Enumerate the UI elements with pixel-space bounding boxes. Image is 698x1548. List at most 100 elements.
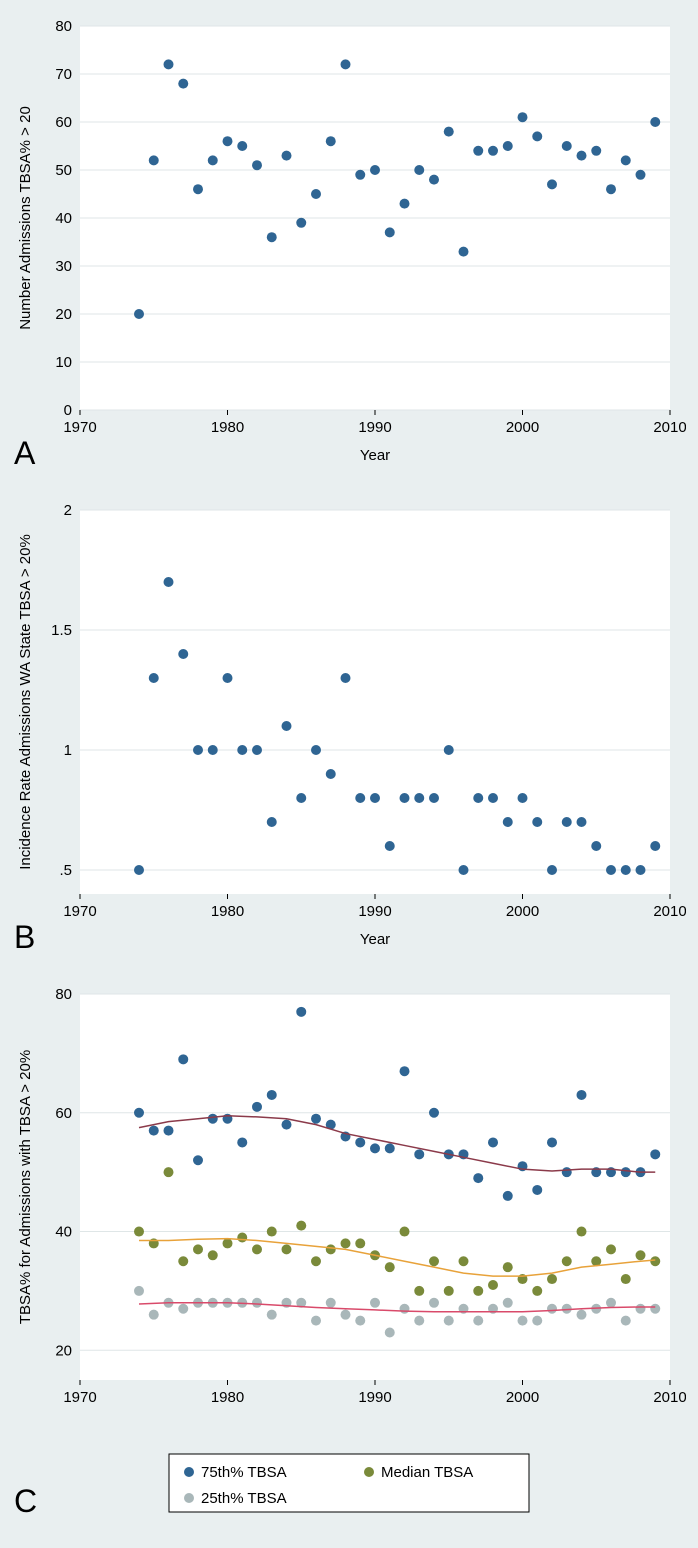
svg-text:40: 40 bbox=[55, 210, 72, 227]
data-point bbox=[326, 769, 336, 779]
data-point bbox=[252, 160, 262, 170]
data-point bbox=[252, 745, 262, 755]
data-point bbox=[193, 745, 203, 755]
data-point bbox=[650, 1149, 660, 1159]
svg-text:80: 80 bbox=[55, 986, 72, 1003]
data-point bbox=[621, 865, 631, 875]
data-point bbox=[488, 1280, 498, 1290]
data-point bbox=[252, 1298, 262, 1308]
data-point bbox=[237, 1137, 247, 1147]
data-point bbox=[178, 1054, 188, 1064]
data-point bbox=[503, 1262, 513, 1272]
y-axis-label: Number Admissions TBSA% > 20 bbox=[17, 106, 34, 330]
data-point bbox=[562, 1256, 572, 1266]
svg-text:20: 20 bbox=[55, 1342, 72, 1359]
data-point bbox=[400, 1304, 410, 1314]
data-point bbox=[193, 1244, 203, 1254]
data-point bbox=[134, 1227, 144, 1237]
data-point bbox=[355, 1316, 365, 1326]
data-point bbox=[223, 136, 233, 146]
data-point bbox=[606, 1298, 616, 1308]
data-point bbox=[636, 170, 646, 180]
data-point bbox=[577, 1227, 587, 1237]
data-point bbox=[355, 1137, 365, 1147]
svg-text:0: 0 bbox=[64, 402, 72, 419]
data-point bbox=[650, 841, 660, 851]
data-point bbox=[149, 155, 159, 165]
data-point bbox=[134, 1286, 144, 1296]
data-point bbox=[503, 817, 513, 827]
data-point bbox=[414, 1286, 424, 1296]
data-point bbox=[193, 1155, 203, 1165]
data-point bbox=[296, 1221, 306, 1231]
data-point bbox=[488, 793, 498, 803]
data-point bbox=[400, 199, 410, 209]
data-point bbox=[459, 865, 469, 875]
data-point bbox=[400, 1066, 410, 1076]
data-point bbox=[355, 793, 365, 803]
svg-text:1990: 1990 bbox=[358, 1389, 391, 1406]
data-point bbox=[577, 817, 587, 827]
data-point bbox=[355, 170, 365, 180]
chart-a: 0102030405060708019701980199020002010Yea… bbox=[12, 12, 686, 472]
x-axis-label: Year bbox=[360, 931, 390, 948]
data-point bbox=[547, 1137, 557, 1147]
data-point bbox=[429, 1108, 439, 1118]
svg-text:1990: 1990 bbox=[358, 903, 391, 920]
data-point bbox=[355, 1238, 365, 1248]
data-point bbox=[178, 79, 188, 89]
data-point bbox=[178, 649, 188, 659]
y-axis-label: TBSA% for Admissions with TBSA > 20% bbox=[17, 1050, 34, 1324]
data-point bbox=[370, 165, 380, 175]
legend-label: Median TBSA bbox=[381, 1464, 473, 1481]
data-point bbox=[208, 1250, 218, 1260]
data-point bbox=[473, 1173, 483, 1183]
legend-marker bbox=[184, 1493, 194, 1503]
x-axis-label: Year bbox=[360, 447, 390, 464]
svg-text:60: 60 bbox=[55, 1105, 72, 1122]
data-point bbox=[400, 1227, 410, 1237]
data-point bbox=[518, 793, 528, 803]
data-point bbox=[341, 59, 351, 69]
data-point bbox=[296, 793, 306, 803]
data-point bbox=[636, 1250, 646, 1260]
panel-letter: C bbox=[14, 1483, 37, 1519]
data-point bbox=[473, 793, 483, 803]
data-point bbox=[547, 865, 557, 875]
legend-label: 25th% TBSA bbox=[201, 1490, 287, 1507]
data-point bbox=[444, 1316, 454, 1326]
svg-text:60: 60 bbox=[55, 114, 72, 131]
data-point bbox=[282, 1244, 292, 1254]
data-point bbox=[532, 131, 542, 141]
data-point bbox=[459, 1256, 469, 1266]
data-point bbox=[370, 1298, 380, 1308]
svg-text:1980: 1980 bbox=[211, 1389, 244, 1406]
data-point bbox=[503, 1298, 513, 1308]
svg-text:2000: 2000 bbox=[506, 419, 539, 436]
data-point bbox=[164, 577, 174, 587]
data-point bbox=[134, 309, 144, 319]
y-axis-label: Incidence Rate Admissions WA State TBSA … bbox=[17, 534, 34, 870]
data-point bbox=[149, 673, 159, 683]
chart-b: .511.5219701980199020002010YearIncidence… bbox=[12, 496, 686, 956]
data-point bbox=[267, 1310, 277, 1320]
data-point bbox=[444, 1286, 454, 1296]
chart-c: 2040608019701980199020002010YearTBSA% fo… bbox=[12, 980, 686, 1520]
data-point bbox=[385, 1327, 395, 1337]
data-point bbox=[606, 1244, 616, 1254]
data-point bbox=[621, 1167, 631, 1177]
panel-c: 2040608019701980199020002010YearTBSA% fo… bbox=[12, 980, 686, 1520]
panel-letter: B bbox=[14, 919, 35, 955]
data-point bbox=[267, 1090, 277, 1100]
data-point bbox=[532, 817, 542, 827]
data-point bbox=[326, 1244, 336, 1254]
legend-marker bbox=[184, 1467, 194, 1477]
data-point bbox=[606, 184, 616, 194]
data-point bbox=[429, 1298, 439, 1308]
svg-text:2000: 2000 bbox=[506, 1389, 539, 1406]
svg-text:50: 50 bbox=[55, 162, 72, 179]
data-point bbox=[326, 1298, 336, 1308]
data-point bbox=[562, 1167, 572, 1177]
data-point bbox=[164, 1126, 174, 1136]
data-point bbox=[134, 1108, 144, 1118]
